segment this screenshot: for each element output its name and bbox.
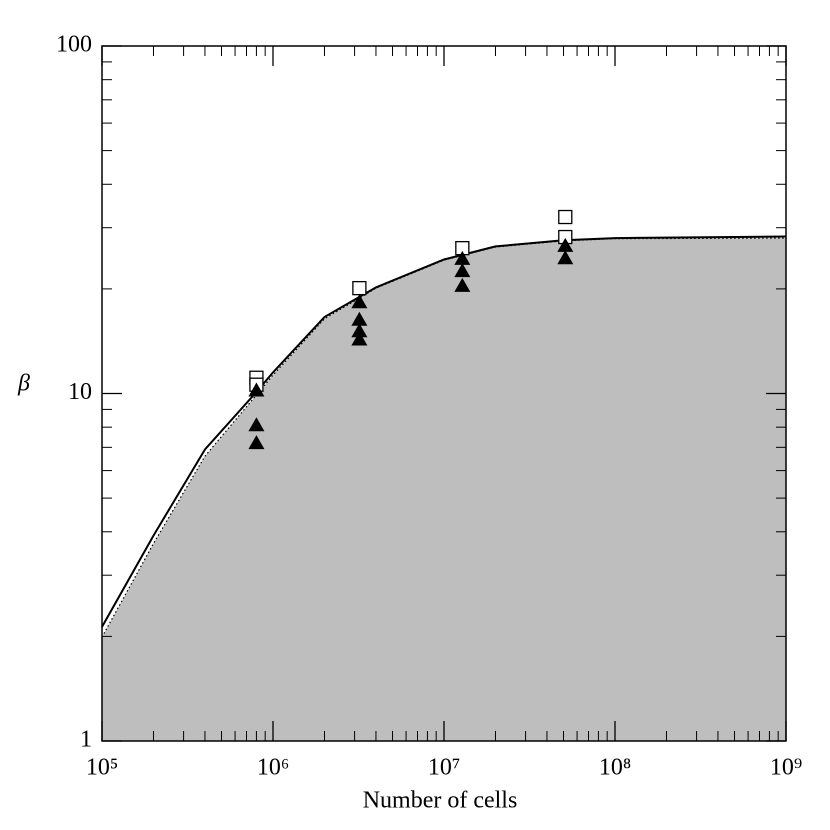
y-tick-label: 10 [68, 379, 92, 405]
curve [101, 237, 787, 638]
x-tick-label: 10⁵ [86, 755, 118, 781]
triangle-marker [557, 237, 574, 252]
y-tick-label: 1 [80, 727, 92, 753]
triangle-marker [351, 294, 368, 309]
triangle-marker [351, 331, 368, 346]
y-axis-label: β [17, 371, 30, 397]
x-tick-label: 10⁹ [770, 755, 802, 781]
x-axis-label: Number of cells [363, 788, 518, 814]
square-marker [352, 280, 367, 296]
area-fill [102, 238, 786, 741]
triangle-marker [248, 435, 265, 450]
triangle-marker [557, 250, 574, 265]
y-tick-label: 100 [56, 32, 92, 58]
triangle-marker [248, 417, 265, 432]
triangle-marker [454, 277, 471, 292]
triangle-marker [454, 263, 471, 278]
triangle-marker [248, 382, 265, 397]
square-marker [558, 209, 573, 225]
triangle-marker [351, 323, 368, 338]
x-tick-label: 10⁷ [428, 755, 460, 781]
x-tick-label: 10⁸ [599, 755, 631, 781]
triangle-marker [454, 250, 471, 265]
triangle-marker [351, 311, 368, 326]
x-tick-label: 10⁶ [257, 755, 289, 781]
